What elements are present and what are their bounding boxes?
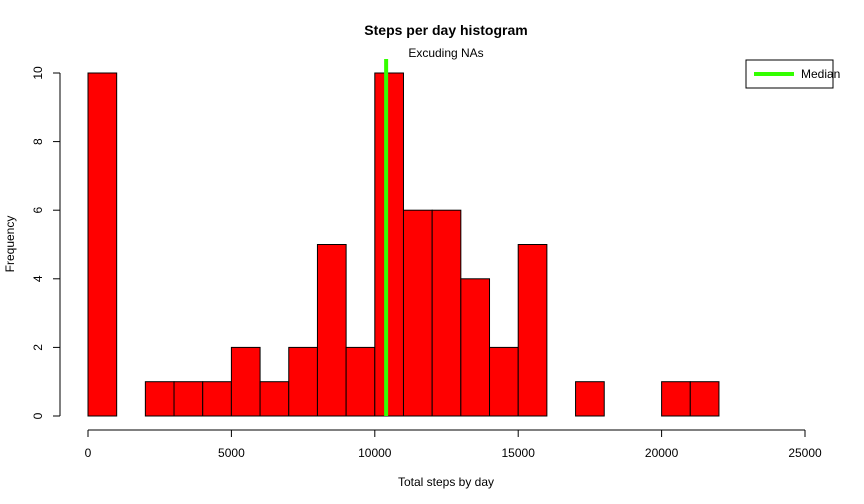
x-axis-label: Total steps by day <box>398 475 494 489</box>
y-tick-label: 0 <box>31 412 45 419</box>
y-axis: 0 2 4 6 8 10 <box>31 66 61 419</box>
histogram-bar <box>402 209 433 417</box>
legend-median-label: Median <box>801 67 840 81</box>
y-tick-label: 2 <box>31 344 45 351</box>
histogram-bar <box>517 244 548 417</box>
legend: Median <box>745 59 840 89</box>
histogram-bar <box>460 278 491 417</box>
histogram-bar <box>316 244 347 417</box>
x-axis: 0 5000 10000 15000 20000 25000 <box>85 429 822 460</box>
x-tick-label: 20000 <box>645 446 679 460</box>
histogram-bar <box>431 209 462 417</box>
y-tick-label: 8 <box>31 138 45 145</box>
histogram-bar <box>489 346 519 417</box>
histogram-bar <box>374 72 404 417</box>
histogram-bar <box>259 381 290 417</box>
histogram-bar <box>689 381 720 417</box>
x-tick-label: 15000 <box>502 446 536 460</box>
x-tick-label: 0 <box>85 446 92 460</box>
histogram-bar <box>230 346 261 417</box>
bars-group <box>87 72 720 417</box>
chart-title: Steps per day histogram <box>364 22 527 38</box>
histogram-bar <box>288 346 318 417</box>
y-axis-label: Frequency <box>3 216 17 273</box>
x-tick-label: 10000 <box>358 446 392 460</box>
histogram-bar <box>575 381 605 417</box>
histogram-bar <box>661 381 691 417</box>
chart-subtitle: Excuding NAs <box>408 46 483 60</box>
y-tick-label: 10 <box>31 66 45 80</box>
histogram-bar <box>144 381 175 417</box>
histogram-bar <box>202 381 232 417</box>
y-tick-label: 6 <box>31 207 45 214</box>
x-tick-label: 25000 <box>788 446 822 460</box>
histogram-bar <box>173 381 204 417</box>
x-tick-label: 5000 <box>218 446 245 460</box>
histogram-bar <box>87 72 118 417</box>
histogram-bar <box>345 346 376 417</box>
y-tick-label: 4 <box>31 275 45 282</box>
